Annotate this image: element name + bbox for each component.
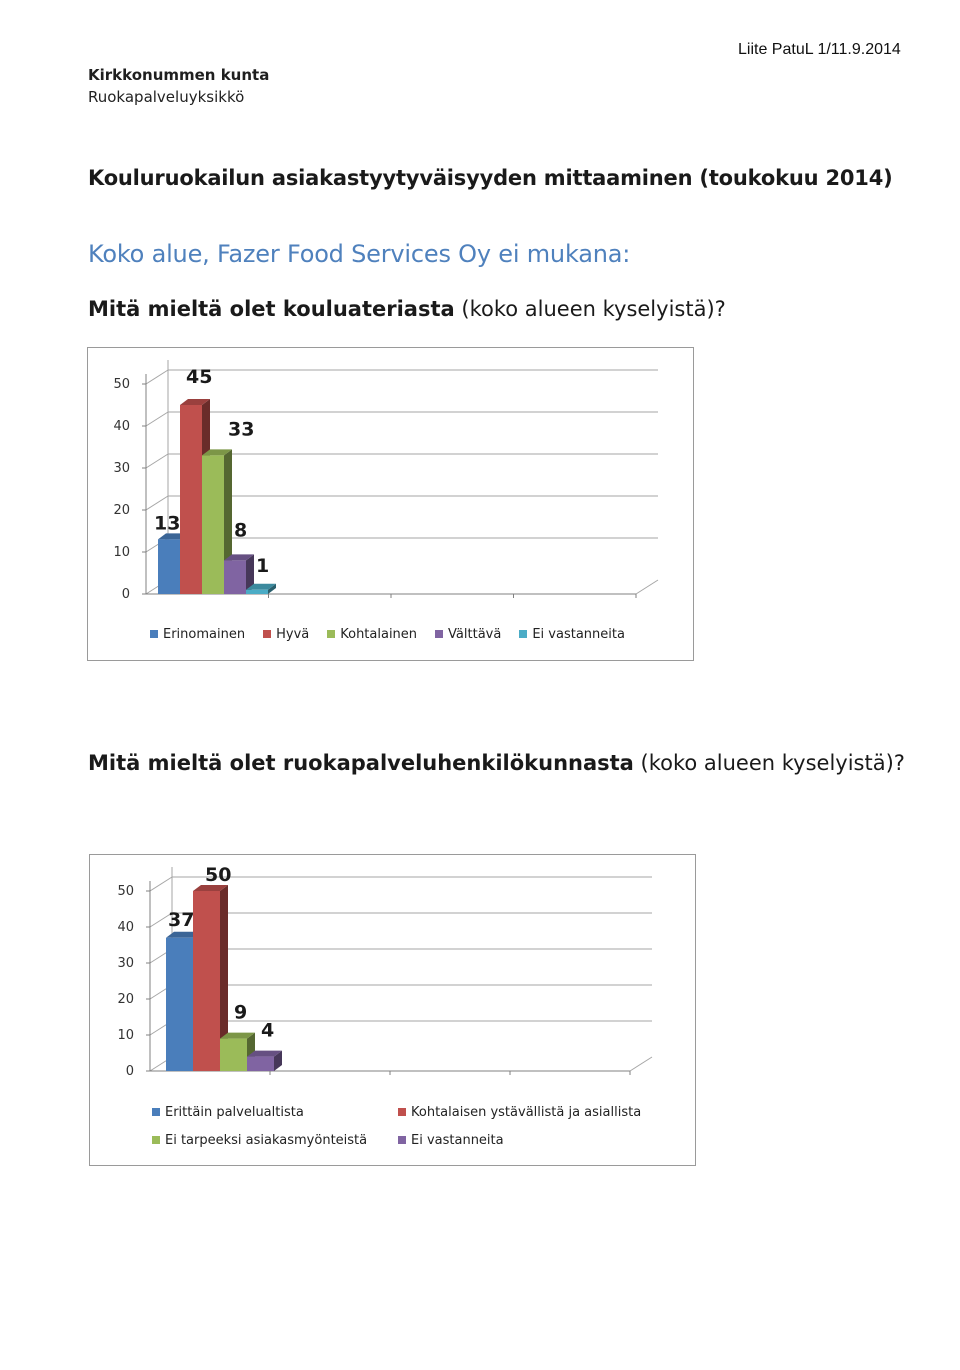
chart2-bar-3-side [274,1050,282,1071]
chart2-bar-2 [220,1038,247,1071]
chart1-data-label-3: 8 [234,519,247,541]
chart2-y-tick-label: 50 [117,884,134,899]
chart1-bar-1 [180,405,202,594]
chart2-data-label-0: 37 [168,909,194,931]
chart2-legend-label-2: Ei tarpeeksi asiakasmyönteistä [165,1133,368,1148]
chart1-legend-item-2: Kohtalainen [327,627,417,642]
chart2-side-gridline [149,912,173,928]
question-2-rest: (koko alueen kyselyistä)? [633,751,905,775]
chart1-legend-swatch-3 [435,629,444,638]
staff-rating-chart: 0 10 20 30 40 50 37 50 9 4 Erittäin palvelualtist… [89,854,696,1166]
chart1-y-tick-label: 0 [122,587,130,602]
staff-rating-chart-plot: 0 10 20 30 40 50 37 50 94 [117,864,653,1079]
chart2-bar-3-top [247,1050,282,1057]
chart2-legend-label-1: Kohtalaisen ystävällistä ja asiallista [411,1105,642,1120]
attachment-reference: Liite PatuL 1/11.9.2014 [738,41,901,58]
chart1-side-gridline [145,453,169,469]
chart1-bar-4-top [246,583,276,590]
chart1-side-gridline [145,495,169,511]
chart2-bar-0 [166,937,193,1071]
chart1-legend-item-0: Erinomainen [150,627,245,642]
chart2-legend-item-2: Ei tarpeeksi asiakasmyönteistä [152,1133,398,1148]
chart1-legend-swatch-2 [327,629,336,638]
chart2-legend-swatch-3 [398,1135,406,1144]
chart1-legend-label-3: Välttävä [448,627,502,642]
chart2-legend-label-3: Ei vastanneita [411,1133,504,1148]
chart2-bar-2-top [220,1032,255,1039]
chart2-y-tick-label: 40 [117,920,134,935]
page-subtitle: Koko alue, Fazer Food Services Oy ei muk… [88,240,631,268]
chart1-data-label-0: 13 [154,512,180,534]
chart2-side-gridline [149,876,173,892]
chart1-data-label-4: 1 [256,555,269,577]
chart2-legend-swatch-0 [152,1107,160,1116]
chart2-y-tick-label: 20 [117,992,134,1007]
question-2: Mitä mieltä olet ruokapalveluhenkilökunn… [88,751,905,775]
chart1-floor-edge [635,579,659,595]
chart1-bar-3-top [224,554,254,561]
chart1-y-tick-label: 10 [113,545,130,560]
page-title: Kouluruokailun asiakastyytyväisyyden mit… [88,166,893,190]
chart1-data-label-2: 33 [228,418,254,440]
meal-rating-chart-plot: 0 10 20 30 40 50 13 45 33 81 [113,360,659,602]
chart2-legend-item-0: Erittäin palvelualtista [152,1105,398,1120]
chart1-legend-swatch-0 [150,629,158,638]
chart1-legend-item-1: Hyvä [263,627,309,642]
chart1-legend-item-3: Välttävä [435,627,501,642]
chart1-data-label-1: 45 [186,366,212,388]
chart2-y-tick-label: 30 [117,956,134,971]
chart1-bar-0 [158,539,180,594]
chart2-y-tick-label: 10 [117,1028,134,1043]
chart1-bar-1-top [180,399,210,405]
meal-rating-chart: 0 10 20 30 40 50 13 45 33 8 1 Erinomainen Hyvä Kohta… [87,347,694,661]
chart2-bar-0-top [166,931,201,938]
chart2-bar-1-top [193,885,228,891]
chart1-legend-label-2: Kohtalainen [340,627,418,642]
chart1-legend-label-0: Erinomainen [163,627,246,642]
chart1-bar-3-side [246,554,254,594]
chart2-data-label-3: 4 [261,1020,274,1042]
chart2-y-tick-label: 0 [126,1064,134,1079]
chart2-bar-1-side [220,885,228,1071]
chart1-legend-swatch-1 [263,629,272,638]
question-2-bold: Mitä mieltä olet ruokapalveluhenkilökunn… [88,751,634,775]
chart1-side-gridline [145,411,169,427]
chart1-bar-4 [246,589,268,594]
question-1-rest: (koko alueen kyselyistä)? [454,297,726,321]
chart1-bar-3 [224,560,246,594]
chart2-legend-item-3: Ei vastanneita [398,1133,648,1148]
chart1-bar-4-side [268,583,276,594]
organization-name: Kirkkonummen kunta [88,66,270,84]
chart1-y-tick-label: 50 [113,377,130,392]
question-1: Mitä mieltä olet kouluateriasta (koko al… [88,297,726,321]
chart2-data-label-2: 9 [234,1002,247,1024]
chart1-y-tick-label: 40 [113,419,130,434]
staff-rating-legend: Erittäin palvelualtista Kohtalaisen ystäv… [152,1105,652,1161]
chart1-legend-label-4: Ei vastanneita [532,627,625,642]
chart2-legend-label-0: Erittäin palvelualtista [165,1105,304,1120]
chart1-legend-swatch-4 [519,629,528,638]
chart1-bar-2-top [202,449,232,456]
chart2-legend-swatch-2 [152,1135,160,1144]
chart1-legend-item-4: Ei vastanneita [519,627,625,642]
chart1-y-tick-label: 20 [113,503,130,518]
chart2-legend-item-1: Kohtalaisen ystävällistä ja asiallista [398,1105,648,1120]
chart2-bar-1 [193,891,220,1071]
chart1-y-tick-label: 30 [113,461,130,476]
organization-unit: Ruokapalveluyksikkö [88,88,245,106]
chart2-floor-edge [629,1056,653,1072]
chart2-legend-swatch-1 [398,1107,406,1116]
chart2-data-label-1: 50 [205,864,231,886]
chart1-legend-label-1: Hyvä [276,627,310,642]
question-1-bold: Mitä mieltä olet kouluateriasta [88,297,455,321]
chart2-bar-3 [247,1056,274,1071]
meal-rating-legend: Erinomainen Hyvä Kohtalainen Välttävä Ei vas… [150,627,643,643]
chart1-bar-2 [202,455,224,594]
chart1-side-gridline [145,369,169,385]
